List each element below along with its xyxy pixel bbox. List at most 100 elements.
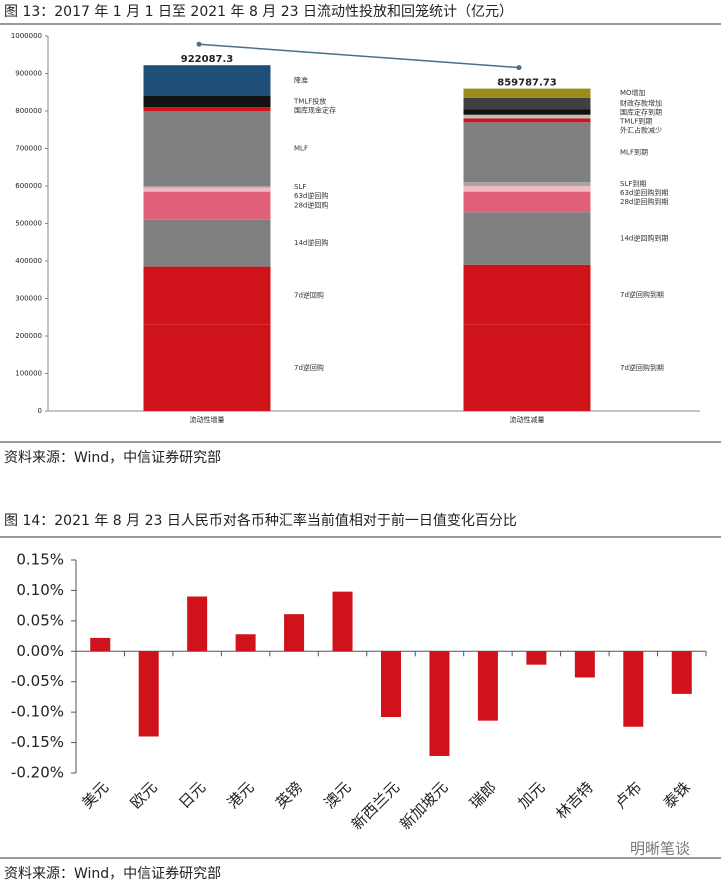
y-tick-label: 800000 (15, 107, 42, 115)
bar-segment (143, 96, 271, 108)
segment-label: 28d逆回购到期 (620, 197, 668, 206)
connector (198, 43, 520, 69)
segment-label: 7d逆回购到期 (620, 363, 664, 372)
segment-label: 国库现金定存 (294, 106, 336, 115)
figure-title: 图 13：2017 年 1 月 1 日至 2021 年 8 月 23 日流动性投… (4, 3, 513, 20)
bar (671, 651, 692, 694)
bar-segment (463, 212, 591, 265)
y-tick-label: 300000 (15, 295, 42, 303)
segment-label: 7d逆回购 (294, 291, 324, 300)
bar-segment (463, 122, 591, 183)
bar-segment (463, 324, 591, 411)
bar (623, 651, 644, 727)
y-tick-label: 100000 (15, 370, 42, 378)
y-tick-label: 400000 (15, 257, 42, 265)
x-tick-label: 欧元 (127, 778, 161, 812)
x-tick-label: 流动性减量 (510, 415, 545, 424)
bar-segment (143, 324, 271, 411)
x-tick-label: 英镑 (272, 778, 306, 812)
bar-segment (463, 186, 591, 192)
x-tick-label: 加元 (514, 778, 548, 812)
x-tick-label: 澳元 (321, 778, 355, 812)
segment-label: 降准 (294, 76, 308, 85)
segment-label: 7d逆回购 (294, 363, 324, 372)
bar-segment (143, 219, 271, 267)
y-tick-label: 900000 (15, 70, 42, 78)
x-tick-label: 林吉特 (552, 778, 597, 823)
bar (138, 651, 159, 737)
y-tick-label: 700000 (15, 145, 42, 153)
bar (187, 596, 208, 652)
bar-segment (143, 191, 271, 220)
total-label: 922087.3 (181, 54, 234, 65)
figure-title: 图 14：2021 年 8 月 23 日人民币对各币种汇率当前值相对于前一日值变… (4, 512, 517, 529)
x-tick-label: 美元 (78, 778, 112, 812)
y-tick-label: 600000 (15, 182, 42, 190)
x-tick-label: 港元 (224, 778, 258, 812)
x-tick-label: 卢布 (611, 778, 645, 812)
segment-label: 7d逆回购到期 (620, 290, 664, 299)
segment-label: SLF到期 (620, 180, 646, 188)
bar-segment (463, 114, 591, 119)
segment-label: MLF到期 (620, 148, 648, 156)
segment-label: TMLF到期 (619, 118, 652, 126)
bar-segment (143, 107, 271, 111)
bar-segment (143, 266, 271, 325)
bar-segment (143, 111, 271, 186)
bar (284, 614, 305, 652)
y-tick-label: 0.10% (16, 581, 64, 599)
segment-label: MO增加 (620, 88, 646, 97)
segment-label: 财政存款增加 (620, 99, 662, 108)
bar (381, 651, 401, 718)
bar (90, 637, 111, 652)
bar (574, 651, 595, 678)
y-tick-label: 1000000 (11, 32, 42, 40)
segment-label: MLF (294, 145, 308, 153)
x-tick-label: 新西兰元 (348, 778, 403, 833)
bar-segment (463, 109, 591, 115)
y-tick-label: -0.10% (11, 703, 64, 721)
x-tick-label: 日元 (175, 778, 209, 812)
bar-segment (463, 88, 591, 98)
bar (429, 651, 450, 756)
y-tick-label: 0 (38, 407, 42, 415)
bar-segment (143, 186, 271, 188)
source: 资料来源：Wind，中信证券研究部 (4, 866, 221, 882)
y-tick-label: -0.20% (11, 764, 64, 782)
source: 资料来源：Wind，中信证券研究部 (4, 450, 221, 466)
bar-segment (463, 182, 591, 186)
watermark: 明晰笔谈 (630, 840, 690, 858)
total-label: 859787.73 (497, 78, 557, 89)
y-tick-label: -0.15% (11, 733, 64, 751)
bar (526, 651, 547, 665)
bar (477, 651, 498, 721)
y-tick-label: 500000 (15, 220, 42, 228)
bar-segment (463, 191, 591, 213)
connector-dot (196, 41, 202, 47)
bar (235, 634, 256, 652)
segment-label: SLF (294, 183, 306, 191)
y-tick-label: 0.15% (16, 551, 64, 569)
segment-label: 63d逆回购到期 (620, 188, 668, 197)
x-tick-label: 泰铢 (660, 778, 694, 812)
x-tick-label: 流动性增量 (190, 415, 225, 424)
segment-label: 63d逆回购 (294, 191, 328, 200)
bar-segment (143, 187, 271, 192)
x-tick-label: 瑞郎 (466, 778, 500, 812)
bar-segment (143, 65, 271, 96)
segment-label: 14d逆回购 (294, 238, 328, 247)
bar (332, 591, 353, 652)
segment-label: 外汇占款减少 (620, 126, 662, 135)
y-tick-label: -0.05% (11, 672, 64, 690)
y-tick-label: 0.05% (16, 611, 64, 629)
connector-dot (516, 65, 522, 71)
segment-label: TMLF投放 (293, 97, 326, 106)
segment-label: 14d逆回购到期 (620, 234, 668, 243)
y-tick-label: 200000 (15, 332, 42, 340)
x-tick-label: 新加坡元 (396, 778, 451, 833)
bar-segment (463, 264, 591, 325)
bar-segment (463, 97, 591, 110)
segment-label: 28d逆回购 (294, 201, 328, 210)
segment-label: 国库定存到期 (620, 108, 662, 117)
